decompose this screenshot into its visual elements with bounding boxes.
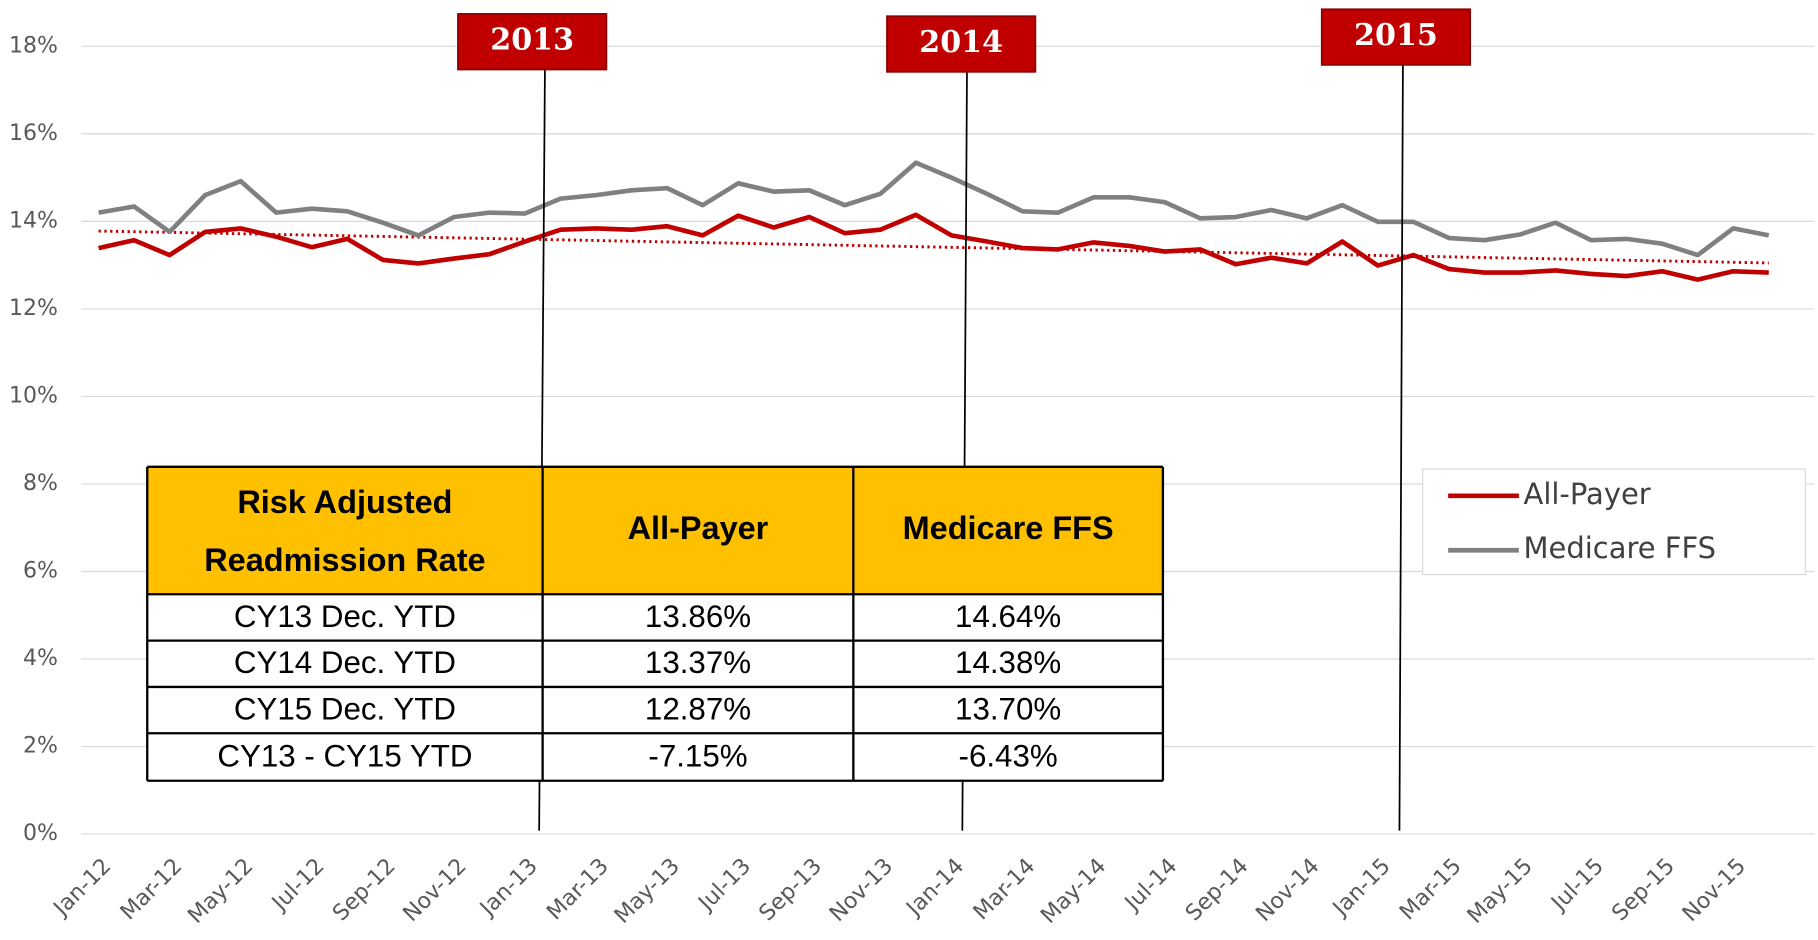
x-tick-label: Jul-12	[266, 854, 329, 917]
legend-label: Medicare FFS	[1524, 531, 1717, 565]
series-line	[98, 212, 1769, 282]
table-cell: CY13 - CY15 YTD	[217, 738, 472, 773]
table-cell: CY15 Dec. YTD	[234, 692, 456, 727]
x-tick-label: Mar-14	[969, 854, 1040, 925]
x-tick-label: May-13	[610, 854, 685, 929]
y-tick-label: 14%	[9, 208, 58, 233]
y-tick-label: 2%	[23, 734, 58, 759]
table-cell: 14.38%	[955, 645, 1061, 680]
x-tick-label: Mar-13	[542, 854, 613, 925]
trend-line	[98, 229, 1769, 265]
y-tick-label: 4%	[23, 646, 58, 671]
x-tick-label: Jul-13	[693, 854, 756, 917]
annotation-text: 2015	[1354, 18, 1438, 53]
y-tick-label: 18%	[9, 33, 58, 58]
table-cell: -7.15%	[648, 738, 747, 773]
x-tick-label: Jul-14	[1119, 854, 1182, 917]
table-cell: 13.37%	[645, 645, 751, 680]
x-tick-label: Nov-12	[399, 854, 472, 927]
x-tick-label: Nov-15	[1678, 854, 1751, 927]
table-header: Medicare FFS	[903, 510, 1114, 546]
y-tick-label: 12%	[9, 296, 58, 321]
x-tick-label: Jul-15	[1546, 854, 1609, 917]
y-tick-label: 0%	[23, 821, 58, 846]
y-tick-label: 16%	[9, 121, 58, 146]
annotation-line	[1398, 64, 1404, 831]
table-cell: 13.70%	[955, 692, 1061, 727]
y-tick-label: 10%	[9, 383, 58, 408]
table-header-bg	[147, 466, 1163, 595]
table-cell: CY14 Dec. YTD	[234, 645, 456, 680]
table-header: Risk Adjusted Readmission Rate	[204, 483, 485, 577]
x-tick-label: May-14	[1036, 854, 1111, 929]
x-tick-label: May-15	[1463, 854, 1538, 929]
x-tick-label: Sep-12	[328, 854, 400, 926]
x-tick-label: Mar-15	[1395, 854, 1466, 925]
x-tick-label: Sep-13	[755, 854, 827, 926]
x-tick-label: Jan-13	[474, 854, 543, 922]
table-cell: 14.64%	[955, 599, 1061, 634]
x-tick-label: Mar-12	[116, 854, 187, 925]
table-cell: 13.86%	[645, 599, 751, 634]
x-tick-label: Sep-15	[1607, 854, 1679, 926]
legend-box	[1422, 468, 1806, 576]
table-cell: CY13 Dec. YTD	[234, 599, 456, 634]
annotation-text: 2013	[490, 23, 574, 58]
x-tick-label: Jan-14	[901, 854, 970, 922]
x-tick-label: May-12	[183, 854, 258, 929]
annotation-box	[457, 13, 608, 71]
x-tick-label: Nov-14	[1252, 854, 1325, 927]
x-tick-label: Jan-12	[48, 854, 117, 922]
table-header: All-Payer	[628, 510, 769, 546]
annotation-box	[886, 15, 1037, 73]
annotation-text: 2014	[919, 25, 1003, 60]
series-line	[98, 160, 1770, 258]
x-tick-label: Nov-13	[825, 854, 898, 927]
table-cell: -6.43%	[959, 738, 1058, 773]
annotation-box	[1320, 8, 1472, 66]
x-tick-label: Jan-15	[1327, 854, 1396, 922]
table-cell: 12.87%	[645, 692, 751, 727]
x-tick-label: Sep-14	[1181, 854, 1253, 926]
y-tick-label: 6%	[23, 558, 58, 583]
y-tick-label: 8%	[23, 471, 58, 496]
legend-label: All-Payer	[1524, 477, 1651, 511]
